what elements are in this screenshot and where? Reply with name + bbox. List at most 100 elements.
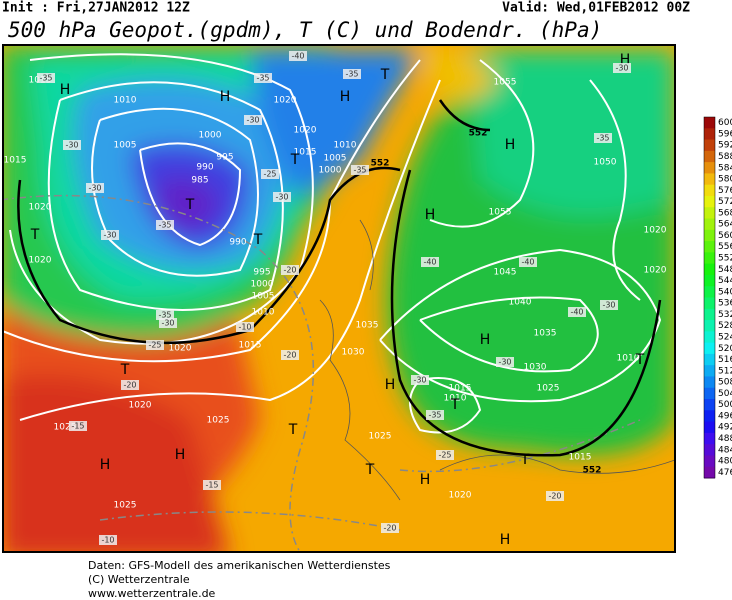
temperature-label: -35 bbox=[39, 74, 52, 83]
colorbar-frame bbox=[703, 116, 716, 479]
colorbar-label: 548 bbox=[718, 265, 732, 275]
temperature-label: -15 bbox=[71, 422, 84, 431]
pressure-center: H bbox=[480, 332, 491, 348]
colorbar-swatch bbox=[704, 342, 715, 355]
pressure-label: 1015 bbox=[449, 384, 472, 394]
colorbar-label: 572 bbox=[718, 197, 732, 207]
colorbar-label: 584 bbox=[718, 163, 732, 173]
colorbar-swatch bbox=[704, 444, 715, 456]
pressure-label: 1015 bbox=[569, 453, 592, 463]
label-box bbox=[411, 375, 429, 385]
colorbar-label: 568 bbox=[718, 208, 732, 218]
label-box bbox=[244, 115, 262, 125]
pressure-label: 1010 bbox=[114, 96, 137, 106]
colorbar-swatch bbox=[704, 184, 715, 197]
temperature-label: -35 bbox=[158, 311, 171, 320]
label-box bbox=[121, 380, 139, 390]
label-box bbox=[63, 140, 81, 150]
label-box bbox=[426, 410, 444, 420]
colorbar-label: 480 bbox=[718, 457, 732, 467]
label-box bbox=[496, 357, 514, 367]
temperature-label: -10 bbox=[101, 536, 114, 545]
temperature-label: -40 bbox=[291, 52, 304, 61]
pressure-label: 1025 bbox=[369, 432, 392, 442]
pressure-center: T bbox=[30, 227, 40, 243]
colorbar-label: 596 bbox=[718, 129, 732, 139]
contour-label: 552 bbox=[583, 466, 602, 476]
temperature-label: -40 bbox=[423, 258, 436, 267]
colorbar-swatch bbox=[704, 139, 715, 152]
temperature-label: -40 bbox=[570, 308, 583, 317]
colorbar-label: 536 bbox=[718, 299, 732, 309]
label-box bbox=[99, 535, 117, 545]
label-box bbox=[203, 480, 221, 490]
pressure-label: 1005 bbox=[252, 292, 275, 302]
temperature-label: -35 bbox=[256, 74, 269, 83]
colorbar-swatch bbox=[704, 421, 715, 434]
valid-time: Valid: Wed,01FEB2012 00Z bbox=[502, 1, 690, 16]
colorbar-label: 564 bbox=[718, 220, 732, 230]
colorbar-label: 540 bbox=[718, 287, 732, 297]
pressure-label: 985 bbox=[191, 176, 208, 186]
pressure-center: T bbox=[365, 462, 375, 478]
colorbar-swatch bbox=[704, 410, 715, 423]
temperature-label: -25 bbox=[148, 341, 161, 350]
pressure-label: 1035 bbox=[534, 329, 557, 339]
colorbar-label: 588 bbox=[718, 152, 732, 162]
colorbar-swatch bbox=[704, 455, 715, 468]
label-box bbox=[101, 230, 119, 240]
temperature-label: -20 bbox=[283, 351, 296, 360]
colorbar-swatch bbox=[704, 399, 715, 411]
label-box bbox=[261, 169, 279, 179]
pressure-label: 1020 bbox=[274, 96, 297, 106]
temperature-label: -20 bbox=[383, 524, 396, 533]
colorbar-label: 600 bbox=[718, 118, 732, 128]
colorbar-swatch bbox=[704, 376, 715, 389]
pressure-label: 1055 bbox=[489, 208, 512, 218]
colorbar-label: 560 bbox=[718, 231, 732, 241]
colorbar-label: 544 bbox=[718, 276, 732, 286]
label-box bbox=[546, 491, 564, 501]
temperature-label: -20 bbox=[548, 492, 561, 501]
pressure-label: 1055 bbox=[494, 78, 517, 88]
colorbar-label: 556 bbox=[718, 242, 732, 252]
init-time: Init : Fri,27JAN2012 12Z bbox=[2, 1, 190, 16]
colorbar-swatch bbox=[704, 173, 715, 186]
label-box bbox=[381, 523, 399, 533]
pressure-label: 1025 bbox=[114, 501, 137, 511]
temperature-label: -25 bbox=[263, 170, 276, 179]
temperature-label: -40 bbox=[521, 258, 534, 267]
temperature-label: -30 bbox=[498, 358, 511, 367]
contour-label: 552 bbox=[469, 129, 488, 139]
colorbar-swatch bbox=[704, 466, 715, 479]
pressure-label: 1020 bbox=[644, 226, 667, 236]
colorbar-label: 552 bbox=[718, 254, 732, 264]
colorbar-swatch bbox=[704, 263, 715, 276]
temperature-label: -30 bbox=[103, 231, 116, 240]
temperature-label: -30 bbox=[246, 116, 259, 125]
footer-line: Daten: GFS-Modell des amerikanischen Wet… bbox=[88, 559, 391, 572]
pressure-label: 1015 bbox=[294, 148, 317, 158]
temperature-label: -35 bbox=[353, 166, 366, 175]
temperature-label: -35 bbox=[158, 221, 171, 230]
colorbar-swatch bbox=[704, 432, 715, 445]
colorbar-label: 508 bbox=[718, 378, 732, 388]
pressure-label: 995 bbox=[253, 268, 270, 278]
label-box bbox=[156, 220, 174, 230]
colorbar-swatch bbox=[704, 207, 715, 220]
pressure-center: H bbox=[425, 207, 436, 223]
footer-line: (C) Wetterzentrale bbox=[88, 573, 190, 586]
pressure-label: 1010 bbox=[444, 394, 467, 404]
colorbar-label: 492 bbox=[718, 423, 732, 433]
pressure-center: T bbox=[120, 362, 130, 378]
colorbar-swatch bbox=[704, 117, 715, 129]
label-box bbox=[343, 69, 361, 79]
label-box bbox=[236, 322, 254, 332]
label-box bbox=[281, 265, 299, 275]
pressure-label: 1035 bbox=[356, 321, 379, 331]
pressure-center: T bbox=[290, 152, 300, 168]
pressure-label: 1010 bbox=[252, 308, 275, 318]
label-box bbox=[421, 257, 439, 267]
pressure-center: H bbox=[220, 89, 231, 105]
pressure-label: 1010 bbox=[334, 141, 357, 151]
